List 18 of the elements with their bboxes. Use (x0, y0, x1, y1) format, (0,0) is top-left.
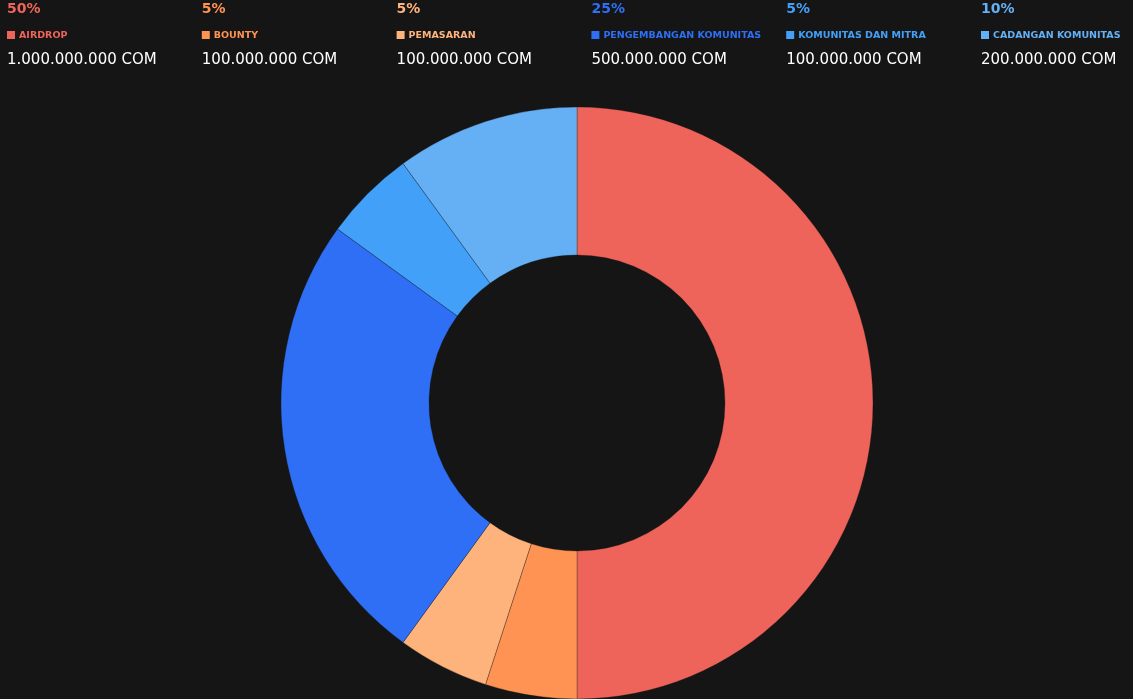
data-label: 50% (7, 0, 41, 16)
legend-label: BOUNTY (213, 29, 259, 40)
legend-label: AIRDROP (19, 29, 68, 40)
text: 500.000.000 COM (591, 50, 727, 68)
text: 100.000.000 COM (201, 50, 338, 68)
text: 200.000.000 COM (981, 50, 1117, 68)
legend-label: CADANGAN KOMUNITAS (993, 29, 1121, 40)
text: 100.000.000 COM (396, 50, 533, 68)
text: 1.000.000.000 COM (7, 50, 157, 68)
legend-label: PEMASARAN (408, 29, 476, 40)
text: 100.000.000 COM (786, 50, 922, 68)
legend-label: KOMUNITAS DAN MITRA (798, 29, 927, 40)
data-label: 5% (201, 0, 226, 16)
legend-label: PENGEMBANGAN KOMUNITAS (603, 29, 762, 40)
data-label: 5% (396, 0, 421, 16)
data-label: 10% (981, 0, 1015, 16)
data-label: 5% (786, 0, 810, 16)
data-label: 25% (591, 0, 625, 16)
